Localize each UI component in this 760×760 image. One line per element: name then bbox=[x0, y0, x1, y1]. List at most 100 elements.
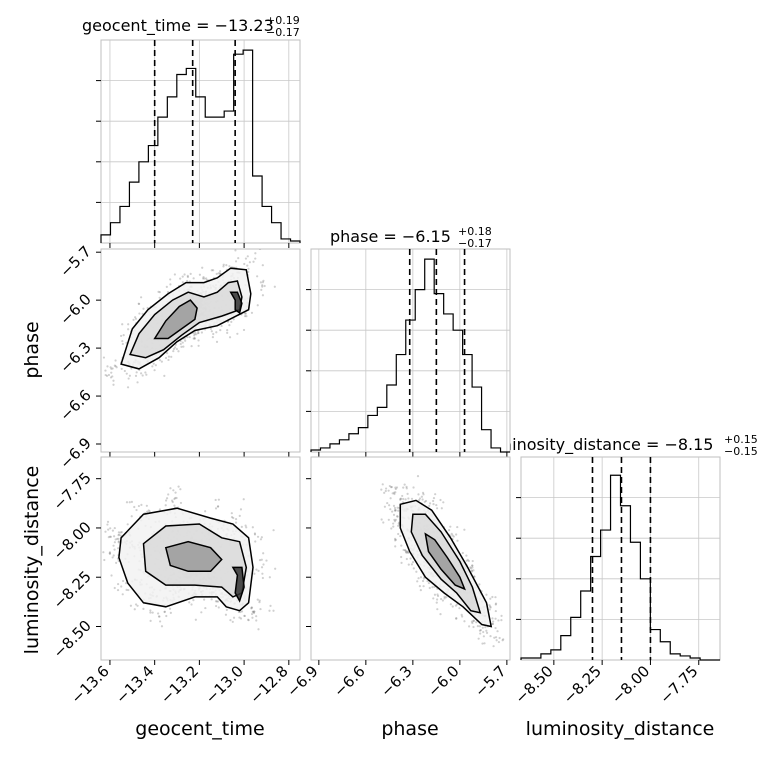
panel-content bbox=[380, 475, 505, 648]
scatter-point bbox=[121, 340, 124, 343]
scatter-point bbox=[107, 528, 110, 531]
scatter-point bbox=[184, 339, 187, 342]
scatter-point bbox=[173, 273, 176, 276]
scatter-point bbox=[121, 323, 124, 326]
scatter-point bbox=[272, 529, 275, 532]
scatter-point bbox=[439, 597, 443, 601]
scatter-point bbox=[168, 607, 172, 610]
scatter-point bbox=[175, 496, 178, 500]
scatter-point bbox=[128, 374, 131, 377]
scatter-point bbox=[185, 279, 189, 283]
scatter-point bbox=[449, 525, 452, 528]
scatter-point bbox=[256, 275, 259, 278]
scatter-point bbox=[498, 636, 501, 640]
scatter-point bbox=[159, 620, 162, 623]
scatter-point bbox=[226, 331, 229, 334]
scatter-point bbox=[384, 489, 387, 493]
scatter-point bbox=[410, 497, 414, 500]
y-tick-label: −6.3 bbox=[56, 338, 94, 376]
scatter-point bbox=[380, 488, 383, 491]
title-geocent-time: geocent_time = −13.23 bbox=[82, 16, 274, 36]
scatter-point bbox=[393, 492, 396, 496]
scatter-point bbox=[174, 346, 177, 349]
scatter-point bbox=[225, 263, 228, 267]
scatter-point bbox=[165, 614, 168, 618]
panel-frame bbox=[100, 39, 301, 244]
scatter-point bbox=[460, 613, 463, 616]
scatter-point bbox=[210, 330, 213, 333]
scatter-point bbox=[252, 611, 256, 615]
scatter-point bbox=[385, 487, 388, 490]
scatter-point bbox=[422, 585, 425, 588]
scatter-point bbox=[470, 620, 474, 623]
scatter-point bbox=[135, 508, 138, 512]
scatter-point bbox=[120, 531, 123, 534]
2d-panel-luminosity-distance-vs-geocent-time bbox=[96, 456, 301, 665]
scatter-point bbox=[494, 617, 497, 620]
panel-frame bbox=[310, 456, 511, 661]
scatter-point bbox=[428, 504, 431, 508]
scatter-point bbox=[479, 629, 482, 632]
scatter-point bbox=[485, 593, 488, 596]
scatter-point bbox=[114, 365, 117, 368]
scatter-point bbox=[165, 497, 169, 500]
scatter-point bbox=[194, 618, 197, 621]
scatter-point bbox=[232, 318, 235, 321]
scatter-point bbox=[193, 336, 196, 340]
scatter-point bbox=[171, 499, 174, 502]
scatter-point bbox=[419, 589, 422, 592]
scatter-point bbox=[383, 491, 386, 494]
y-tick-label: −8.50 bbox=[50, 617, 95, 662]
y-tick-label: −6.6 bbox=[56, 386, 94, 424]
scatter-point bbox=[190, 345, 193, 348]
scatter-point bbox=[395, 486, 399, 489]
scatter-point bbox=[244, 257, 248, 260]
scatter-point bbox=[427, 581, 431, 585]
scatter-point bbox=[142, 607, 145, 610]
scatter-point bbox=[103, 558, 106, 562]
scatter-point bbox=[209, 327, 212, 330]
scatter-point bbox=[262, 563, 265, 566]
histogram-step bbox=[520, 474, 720, 661]
scatter-point bbox=[259, 281, 263, 284]
scatter-point bbox=[181, 341, 184, 344]
scatter-point bbox=[125, 501, 129, 504]
scatter-point bbox=[240, 525, 243, 529]
scatter-point bbox=[119, 531, 122, 534]
scatter-point bbox=[204, 510, 207, 513]
scatter-point bbox=[434, 493, 437, 496]
scatter-point bbox=[116, 588, 120, 592]
scatter-point bbox=[243, 614, 246, 617]
scatter-point bbox=[189, 272, 192, 275]
scatter-point bbox=[163, 374, 166, 377]
scatter-point bbox=[117, 582, 120, 586]
histogram-step bbox=[100, 49, 301, 243]
scatter-point bbox=[394, 539, 397, 542]
scatter-point bbox=[269, 604, 272, 607]
scatter-point bbox=[399, 534, 402, 538]
scatter-point bbox=[416, 580, 419, 583]
scatter-point bbox=[243, 314, 247, 318]
scatter-point bbox=[456, 525, 459, 529]
scatter-point bbox=[138, 312, 141, 315]
scatter-point bbox=[203, 277, 206, 280]
scatter-point bbox=[242, 328, 246, 332]
scatter-point bbox=[243, 312, 247, 315]
scatter-point bbox=[397, 509, 400, 512]
scatter-point bbox=[481, 642, 484, 645]
scatter-point bbox=[250, 311, 254, 314]
scatter-point bbox=[392, 525, 395, 528]
scatter-point bbox=[501, 639, 504, 642]
scatter-point bbox=[409, 557, 412, 560]
scatter-point bbox=[252, 610, 255, 613]
scatter-point bbox=[228, 265, 231, 268]
scatter-point bbox=[261, 284, 264, 287]
title-luminosity-distance: luminosity_distance = −8.15 bbox=[482, 435, 713, 455]
scatter-point bbox=[109, 535, 112, 538]
scatter-point bbox=[127, 377, 130, 380]
scatter-point bbox=[157, 612, 160, 615]
scatter-point bbox=[396, 515, 399, 518]
scatter-point bbox=[164, 499, 168, 502]
scatter-point bbox=[251, 616, 254, 619]
scatter-point bbox=[148, 510, 151, 513]
